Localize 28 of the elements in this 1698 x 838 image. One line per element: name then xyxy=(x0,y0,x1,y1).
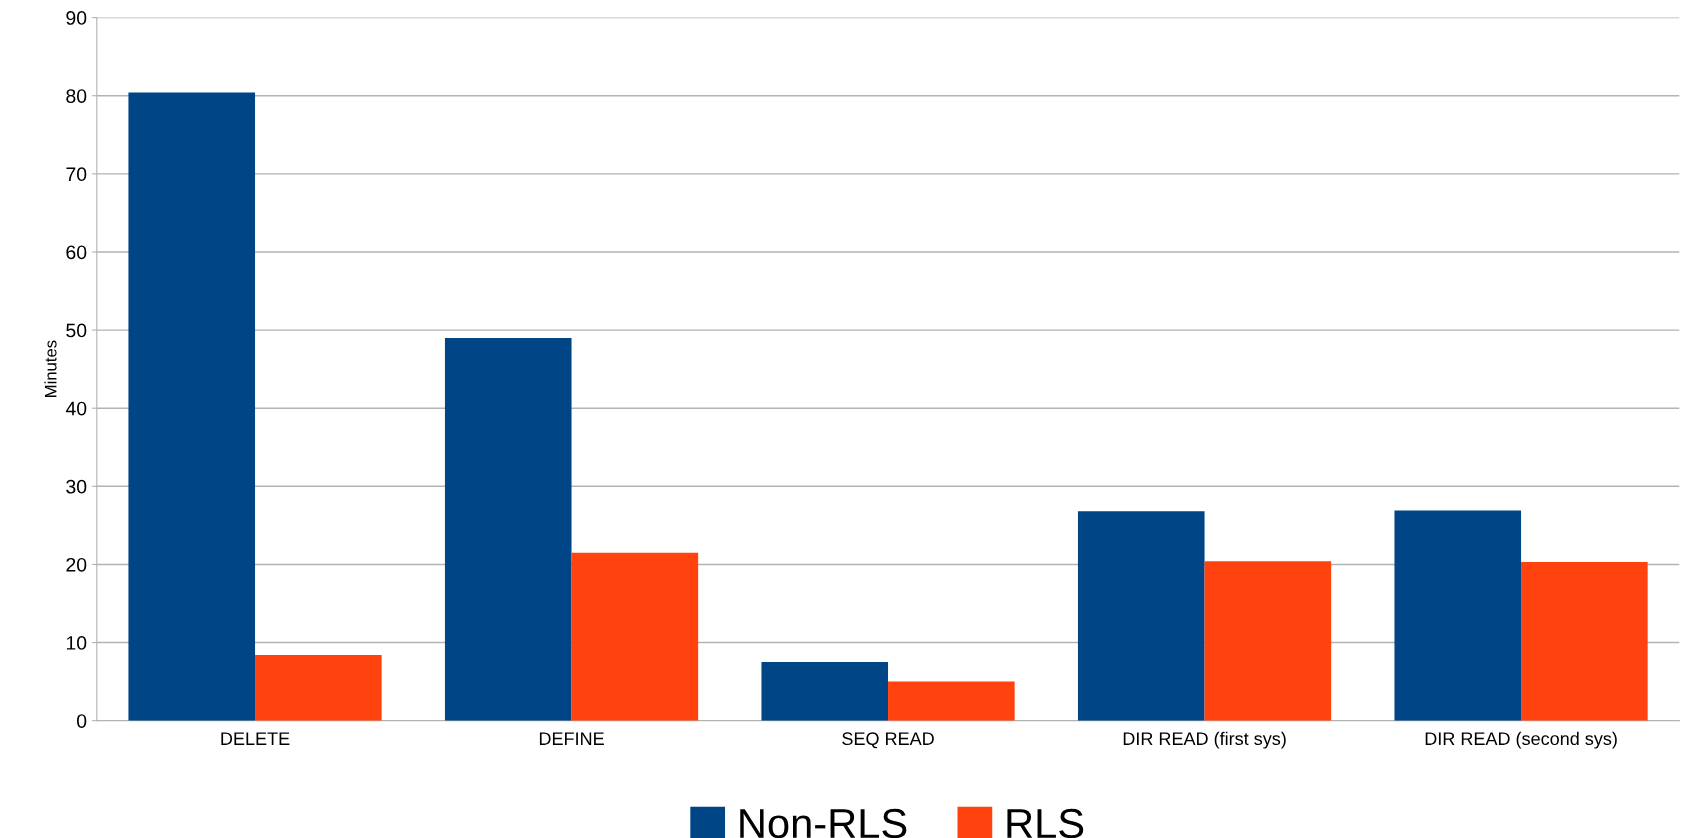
y-tick-label: 10 xyxy=(66,636,87,650)
x-tick-label: DELETE xyxy=(221,732,290,745)
y-tick-label: 50 xyxy=(66,323,87,338)
x-tick-label: SEQ READ xyxy=(842,732,934,749)
legend-label: RLS xyxy=(1007,808,1084,838)
y-axis-title: Minutes xyxy=(44,340,57,397)
y-tick-label: 0 xyxy=(77,714,87,728)
y-tick-label: 40 xyxy=(65,401,87,416)
y-tick-label: 20 xyxy=(66,557,87,572)
legend-label: Non-RLS xyxy=(740,808,907,838)
bar xyxy=(761,662,889,721)
bar xyxy=(255,655,382,721)
x-tick-label: DIR READ (first sys) xyxy=(1123,731,1286,749)
bar xyxy=(888,681,1015,721)
y-tick-label: 30 xyxy=(66,479,87,494)
bar xyxy=(1077,511,1205,721)
y-tick-label: 80 xyxy=(66,89,87,103)
bar xyxy=(1521,562,1648,721)
y-tick-label: 70 xyxy=(66,167,87,182)
bar xyxy=(571,552,699,721)
bar xyxy=(1394,510,1522,721)
bar xyxy=(128,92,256,721)
bar xyxy=(1204,561,1332,721)
bar xyxy=(444,337,572,721)
y-tick-label: 90 xyxy=(66,11,87,25)
x-tick-label: DEFINE xyxy=(539,732,604,745)
x-tick-label: DIR READ (second sys) xyxy=(1425,731,1617,749)
y-tick-label: 60 xyxy=(66,245,87,260)
